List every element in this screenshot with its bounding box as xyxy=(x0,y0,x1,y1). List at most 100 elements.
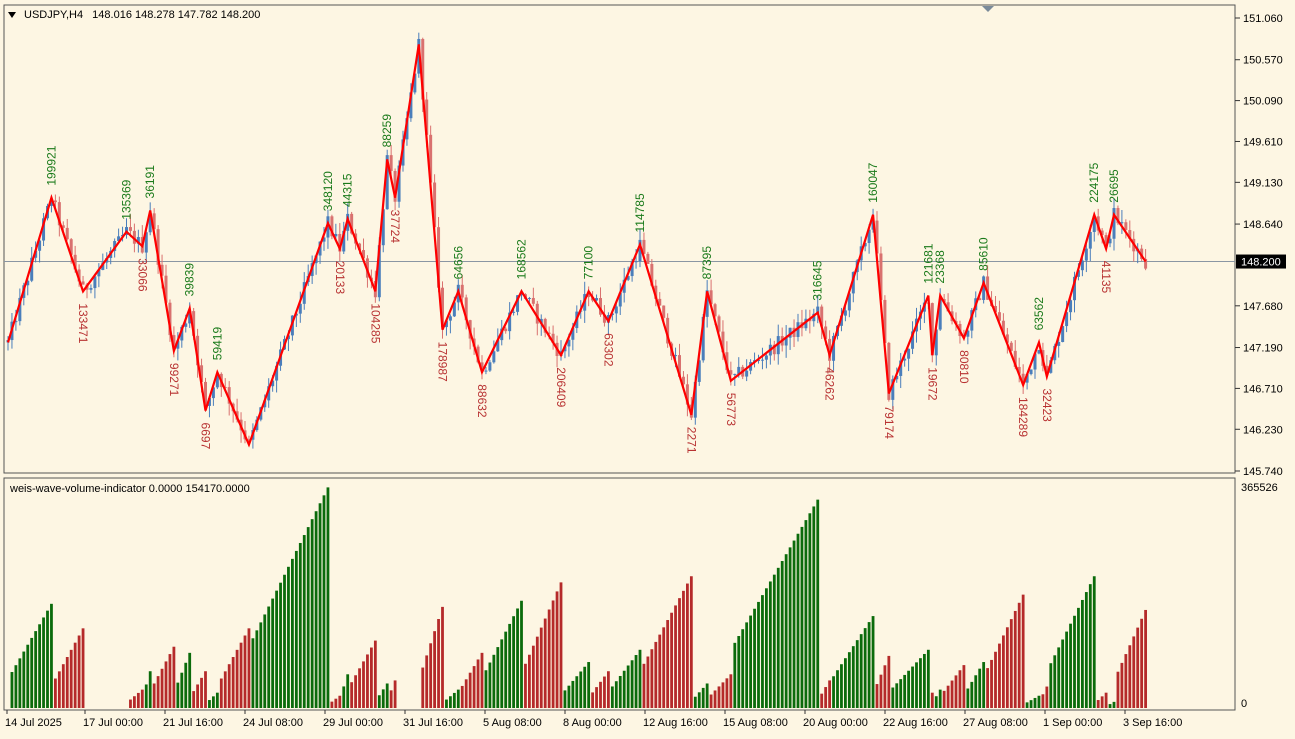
candle-body xyxy=(460,284,464,298)
down-wave-volume-label: 6697 xyxy=(199,423,213,450)
volume-bar-up xyxy=(571,680,575,708)
volume-bar-down xyxy=(674,605,677,708)
candle-body xyxy=(492,351,496,363)
up-wave-volume-label: 39839 xyxy=(183,263,197,297)
volume-bar-up xyxy=(279,582,282,708)
volume-bar-up xyxy=(808,513,812,708)
indicator-title: weis-wave-volume-indicator 0.0000 154170… xyxy=(10,483,250,495)
candle-body xyxy=(350,213,354,234)
volume-bar-up xyxy=(445,699,448,708)
candle-body xyxy=(117,236,121,242)
candle-body xyxy=(1017,366,1021,374)
current-price-label: 148.200 xyxy=(1241,257,1281,269)
volume-bar-down xyxy=(717,686,721,708)
down-wave-volume-label: 56773 xyxy=(724,393,738,427)
volume-bar-up xyxy=(919,658,922,708)
volume-bar-down xyxy=(559,582,563,708)
volume-bar-down xyxy=(373,640,377,708)
up-wave-volume-label: 64656 xyxy=(451,246,465,280)
volume-bar-down xyxy=(1136,627,1140,708)
candle-body xyxy=(1076,270,1080,277)
time-tick-label: 21 Jul 16:00 xyxy=(163,717,223,729)
volume-bar-up xyxy=(832,676,835,708)
up-wave-volume-label: 135369 xyxy=(120,179,134,219)
volume-bar-up xyxy=(1033,697,1037,708)
candle-body xyxy=(227,387,231,404)
volume-bar-up xyxy=(693,696,697,708)
volume-bar-down xyxy=(682,590,685,708)
volume-bar-down xyxy=(1104,692,1108,708)
menu-triangle-icon[interactable] xyxy=(8,12,16,18)
volume-bar-up xyxy=(212,696,215,708)
volume-bar-up xyxy=(780,561,784,708)
candle-body xyxy=(634,261,638,263)
candle-body xyxy=(1080,260,1084,271)
candle-body xyxy=(776,336,780,355)
volume-bar-down xyxy=(464,679,468,708)
candle-body xyxy=(938,299,942,330)
volume-bar-down xyxy=(334,698,338,708)
candle-body xyxy=(1045,365,1049,373)
candle-body xyxy=(883,299,887,343)
candle-body xyxy=(1092,216,1096,232)
candle-body xyxy=(204,381,207,406)
candle-body xyxy=(1128,230,1132,239)
volume-bar-up xyxy=(622,670,626,708)
price-header: USDJPY,H4 148.016 148.278 147.782 148.20… xyxy=(24,9,260,21)
candle-body xyxy=(184,323,188,327)
candle-body xyxy=(662,305,666,318)
volume-bar-down xyxy=(954,675,958,708)
volume-tick-label: 0 xyxy=(1241,698,1247,710)
candle-body xyxy=(907,348,911,359)
time-tick-label: 29 Jul 00:00 xyxy=(323,717,383,729)
volume-bar-up xyxy=(630,660,634,708)
up-wave-volume-label: 59419 xyxy=(210,327,224,361)
candle-body xyxy=(804,318,808,329)
volume-bar-down xyxy=(231,657,235,708)
candle-body xyxy=(760,359,764,361)
volume-bar-up xyxy=(318,503,322,708)
volume-bar-up xyxy=(1025,702,1029,708)
volume-bar-up xyxy=(271,598,275,708)
volume-bar-up xyxy=(863,628,867,708)
volume-bar-down xyxy=(1128,645,1132,708)
volume-bar-down xyxy=(1132,636,1136,708)
volume-bar-up xyxy=(38,624,41,708)
candle-body xyxy=(172,335,176,349)
volume-bar-down xyxy=(986,668,989,708)
volume-bar-up xyxy=(1084,592,1088,708)
candle-body xyxy=(1033,353,1037,370)
candle-body xyxy=(421,38,425,100)
candle-body xyxy=(441,287,444,328)
volume-bar-down xyxy=(61,664,65,708)
volume-bar-up xyxy=(188,652,192,708)
candle-body xyxy=(113,241,117,251)
volume-bar-down xyxy=(591,692,594,708)
volume-bar-up xyxy=(974,675,978,708)
volume-bar-up xyxy=(1029,700,1033,708)
volume-bar-up xyxy=(859,634,863,708)
volume-bar-down xyxy=(247,628,251,708)
volume-bar-up xyxy=(757,601,760,708)
candle-body xyxy=(595,298,599,301)
volume-bar-up xyxy=(377,695,381,708)
candle-body xyxy=(614,306,618,314)
candle-body xyxy=(867,229,871,243)
volume-bar-up xyxy=(512,616,515,708)
candle-body xyxy=(599,298,602,315)
volume-bar-down xyxy=(196,684,199,708)
volume-bar-up xyxy=(1108,704,1112,708)
volume-bar-down xyxy=(942,690,946,708)
candle-body xyxy=(433,182,437,228)
candle-body xyxy=(1112,208,1116,239)
volume-bar-down xyxy=(535,636,539,708)
down-wave-volume-label: 80810 xyxy=(957,350,971,384)
candle-body xyxy=(89,288,93,290)
volume-bar-up xyxy=(563,690,567,708)
candle-body xyxy=(188,311,192,324)
price-tick-label: 146.230 xyxy=(1243,424,1283,436)
volume-bar-up xyxy=(346,674,350,708)
volume-bar-down xyxy=(1096,700,1100,708)
volume-bar-up xyxy=(915,662,918,708)
time-tick-label: 27 Aug 08:00 xyxy=(963,717,1028,729)
